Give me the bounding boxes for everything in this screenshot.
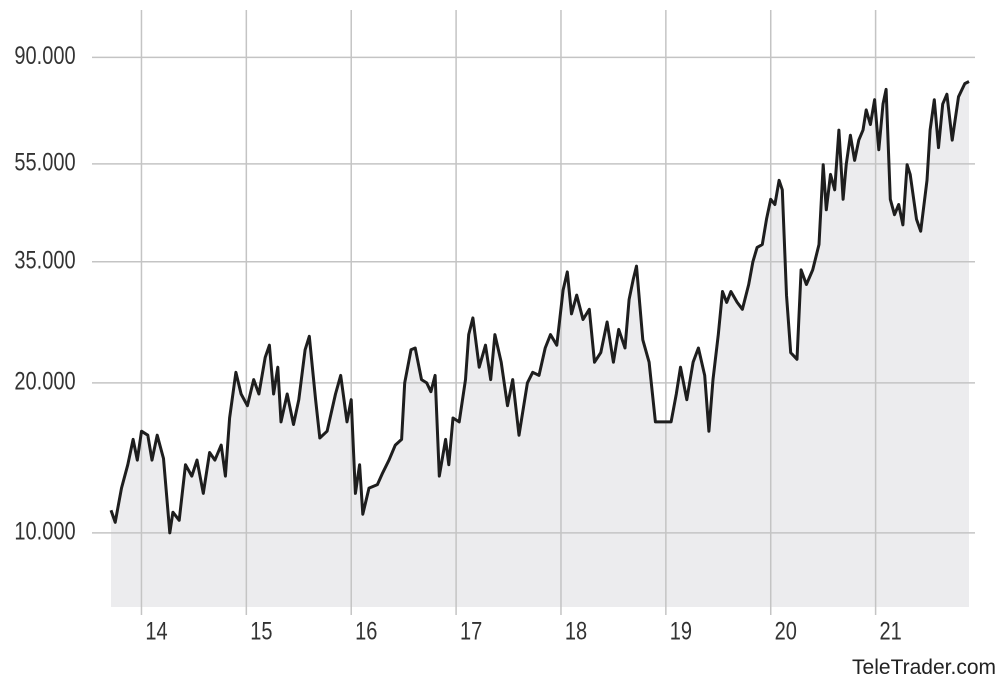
x-tick-label: 18 bbox=[565, 618, 587, 646]
x-tick-label: 15 bbox=[250, 618, 272, 646]
x-tick-label: 20 bbox=[775, 618, 797, 646]
area bbox=[111, 81, 969, 607]
y-tick-label: 20.000 bbox=[14, 367, 75, 395]
y-tick-label: 35.000 bbox=[14, 246, 75, 274]
x-tick-label: 21 bbox=[879, 618, 901, 646]
x-tick-label: 14 bbox=[145, 618, 167, 646]
x-tick-label: 19 bbox=[670, 618, 692, 646]
watermark: TeleTrader.com bbox=[852, 656, 996, 679]
y-tick-label: 55.000 bbox=[14, 148, 75, 176]
line bbox=[109, 80, 970, 535]
x-tick-label: 17 bbox=[460, 618, 482, 646]
y-tick-label: 10.000 bbox=[14, 517, 75, 545]
y-tick-label: 90.000 bbox=[14, 42, 75, 70]
x-tick-label: 16 bbox=[355, 618, 377, 646]
plot: 10.000 20.000 35.000 55.000 90.000 14 15 16 17 18… bbox=[14, 10, 975, 645]
